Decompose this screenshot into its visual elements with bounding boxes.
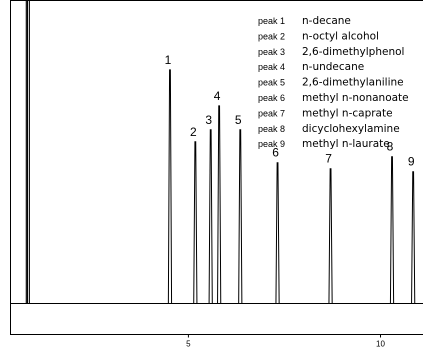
peak-label-1: 1 xyxy=(165,53,172,67)
legend-compound-name: 2,6-dimethylphenol xyxy=(302,46,404,58)
peak-2 xyxy=(193,141,198,304)
legend-compound-name: n-undecane xyxy=(302,61,364,73)
legend-compound-name: 2,6-dimethylaniline xyxy=(302,77,404,89)
legend-peak-number: peak 7 xyxy=(258,108,285,118)
peak-label-5: 5 xyxy=(235,113,242,127)
peak-1 xyxy=(167,69,173,304)
legend-peak-number: peak 1 xyxy=(258,16,285,26)
peak-label-7: 7 xyxy=(325,152,332,166)
x-axis: 5 10 xyxy=(186,334,385,349)
legend: peak 1 n-decane peak 2 n-octyl alcohol peak … xyxy=(258,15,409,150)
legend-compound-name: dicyclohexylamine xyxy=(302,123,400,135)
legend-compound-name: methyl n-caprate xyxy=(302,107,393,119)
legend-peak-number: peak 9 xyxy=(258,139,285,149)
legend-compound-name: n-octyl alcohol xyxy=(302,30,379,42)
peak-3 xyxy=(208,129,213,304)
peak-4 xyxy=(217,105,222,304)
legend-peak-number: peak 5 xyxy=(258,78,285,88)
peak-label-4: 4 xyxy=(214,89,221,103)
legend-peak-number: peak 2 xyxy=(258,31,285,41)
peak-label-8: 8 xyxy=(387,140,394,154)
legend-peak-number: peak 4 xyxy=(258,62,285,72)
legend-compound-name: n-decane xyxy=(302,15,351,27)
legend-peak-number: peak 8 xyxy=(258,124,285,134)
legend-compound-name: methyl n-laurate xyxy=(302,138,390,150)
solvent-front xyxy=(25,0,30,304)
plot-frame xyxy=(10,0,423,335)
peak-5 xyxy=(238,129,243,304)
peak-label-6: 6 xyxy=(272,146,279,160)
peak-8 xyxy=(389,156,395,304)
peak-label-2: 2 xyxy=(190,125,197,139)
peak-7 xyxy=(328,168,333,304)
x-tick-label: 10 xyxy=(376,340,385,349)
legend-peak-number: peak 3 xyxy=(258,47,285,57)
peaks xyxy=(167,69,416,304)
peak-9 xyxy=(411,171,416,304)
legend-compound-name: methyl n-nonanoate xyxy=(302,92,409,104)
legend-peak-number: peak 6 xyxy=(258,93,285,103)
peak-6 xyxy=(275,162,280,304)
peak-label-9: 9 xyxy=(408,155,415,169)
peak-label-3: 3 xyxy=(205,113,212,127)
x-tick-label: 5 xyxy=(186,340,191,349)
